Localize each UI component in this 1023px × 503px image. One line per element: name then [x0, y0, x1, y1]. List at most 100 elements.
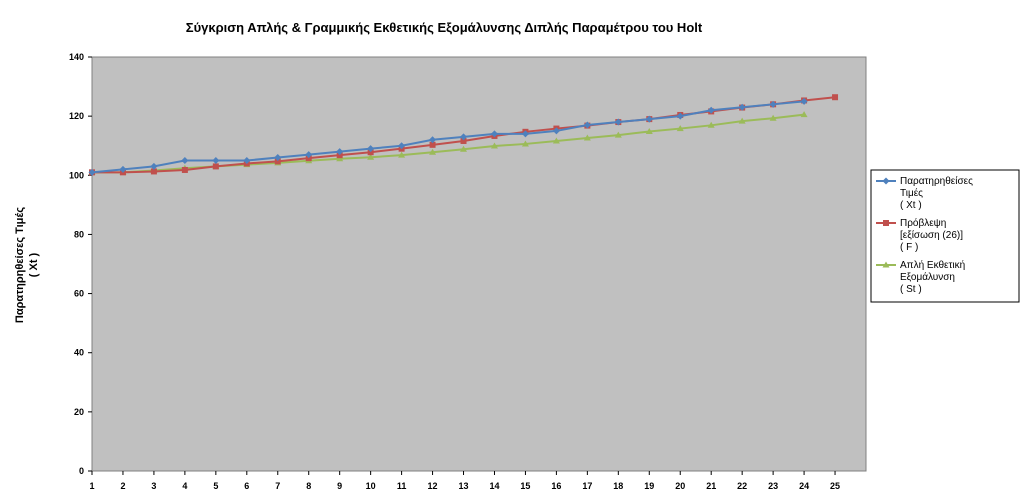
- x-tick-label: 5: [213, 481, 218, 491]
- x-tick-label: 15: [520, 481, 530, 491]
- x-tick-label: 17: [582, 481, 592, 491]
- x-tick-label: 7: [275, 481, 280, 491]
- data-point-marker: [707, 121, 715, 128]
- data-point-marker: [274, 158, 281, 165]
- y-axis-label-line-2: ( Xt ): [28, 252, 40, 277]
- legend-label: ( F ): [900, 242, 918, 253]
- series-line: [91, 100, 805, 174]
- x-tick-label: 9: [337, 481, 342, 491]
- x-tick-label: 8: [306, 481, 311, 491]
- x-tick-label: 3: [151, 481, 156, 491]
- legend-label: ( Xt ): [900, 200, 922, 211]
- data-point-marker: [676, 112, 684, 120]
- data-point-marker: [645, 128, 653, 135]
- legend-entry-2: Πρόβλεψη[εξίσωση (26)]( F ): [876, 217, 963, 253]
- data-point-marker: [521, 140, 529, 147]
- data-point-marker: [583, 134, 591, 141]
- legend-label: Τιμές: [900, 187, 923, 199]
- x-tick-label: 19: [644, 481, 654, 491]
- data-point-marker: [119, 165, 127, 173]
- data-point-marker: [398, 151, 406, 158]
- data-point-marker: [614, 118, 622, 126]
- data-point-marker: [398, 142, 406, 150]
- data-point-marker: [490, 130, 498, 138]
- x-tick-label: 25: [830, 481, 840, 491]
- y-axis-label: Παρατηρηθείσες Τιμές ( Xt ): [14, 207, 40, 323]
- data-point-marker: [552, 127, 560, 135]
- y-tick-label: 120: [69, 111, 84, 121]
- data-point-marker: [738, 117, 746, 124]
- x-tick-label: 13: [459, 481, 469, 491]
- y-axis-label-line-1: Παρατηρηθείσες Τιμές: [14, 207, 26, 323]
- x-tick-label: 12: [428, 481, 438, 491]
- y-tick-label: 80: [74, 229, 84, 239]
- data-point-marker: [645, 115, 653, 123]
- data-point-marker: [305, 155, 312, 162]
- x-tick-label: 20: [675, 481, 685, 491]
- data-point-marker: [490, 142, 498, 149]
- data-point-marker: [181, 157, 189, 164]
- x-tick-label: 11: [397, 481, 407, 491]
- data-point-marker: [336, 148, 344, 156]
- y-tick-label: 20: [74, 407, 84, 417]
- x-tick-label: 1: [89, 481, 94, 491]
- data-point-marker: [460, 145, 468, 152]
- x-tick-label: 24: [799, 481, 809, 491]
- data-point-marker: [367, 153, 375, 160]
- data-point-marker: [150, 168, 157, 175]
- y-tick-label: 140: [69, 52, 84, 62]
- data-point-marker: [274, 154, 282, 162]
- data-point-marker: [460, 133, 468, 141]
- legend-label: Εξομάλυνση: [900, 271, 955, 283]
- data-point-marker: [583, 121, 591, 129]
- x-tick-label: 14: [489, 481, 499, 491]
- data-point-marker: [88, 168, 96, 176]
- data-point-marker: [212, 157, 220, 164]
- data-point-marker: [707, 106, 715, 114]
- x-tick-label: 18: [613, 481, 623, 491]
- x-tick-label: 23: [768, 481, 778, 491]
- series-group: [88, 94, 839, 176]
- data-point-marker: [460, 137, 467, 144]
- data-point-marker: [883, 220, 889, 226]
- data-point-marker: [305, 151, 313, 159]
- x-tick-label: 16: [551, 481, 561, 491]
- data-point-marker: [429, 148, 437, 155]
- data-point-marker: [336, 152, 343, 159]
- data-point-marker: [429, 136, 437, 144]
- data-point-marker: [243, 157, 251, 164]
- y-tick-label: 0: [79, 466, 84, 476]
- data-point-marker: [882, 177, 890, 185]
- data-point-marker: [800, 97, 808, 105]
- data-point-marker: [676, 125, 684, 132]
- data-point-marker: [769, 100, 777, 108]
- data-point-marker: [769, 114, 777, 121]
- data-point-marker: [429, 141, 436, 148]
- legend-label: Απλή Εκθετική: [900, 259, 965, 271]
- y-tick-label: 100: [69, 170, 84, 180]
- legend-label: [εξίσωση (26)]: [900, 229, 963, 241]
- series-1: [88, 97, 808, 176]
- x-tick-label: 2: [120, 481, 125, 491]
- x-tick-label: 22: [737, 481, 747, 491]
- data-point-marker: [738, 103, 746, 111]
- data-point-marker: [150, 162, 158, 170]
- plot-area: [91, 56, 867, 472]
- legend-label: ( St ): [900, 284, 922, 295]
- x-tick-label: 6: [244, 481, 249, 491]
- y-tick-label: 40: [74, 348, 84, 358]
- data-point-marker: [552, 137, 560, 144]
- legend-box: [870, 169, 1020, 303]
- chart-title: Σύγκριση Απλής & Γραμμικής Εκθετικής Εξο…: [186, 20, 703, 35]
- data-point-marker: [800, 111, 808, 118]
- data-point-marker: [367, 145, 375, 153]
- data-point-marker: [882, 261, 890, 268]
- data-point-marker: [614, 131, 622, 138]
